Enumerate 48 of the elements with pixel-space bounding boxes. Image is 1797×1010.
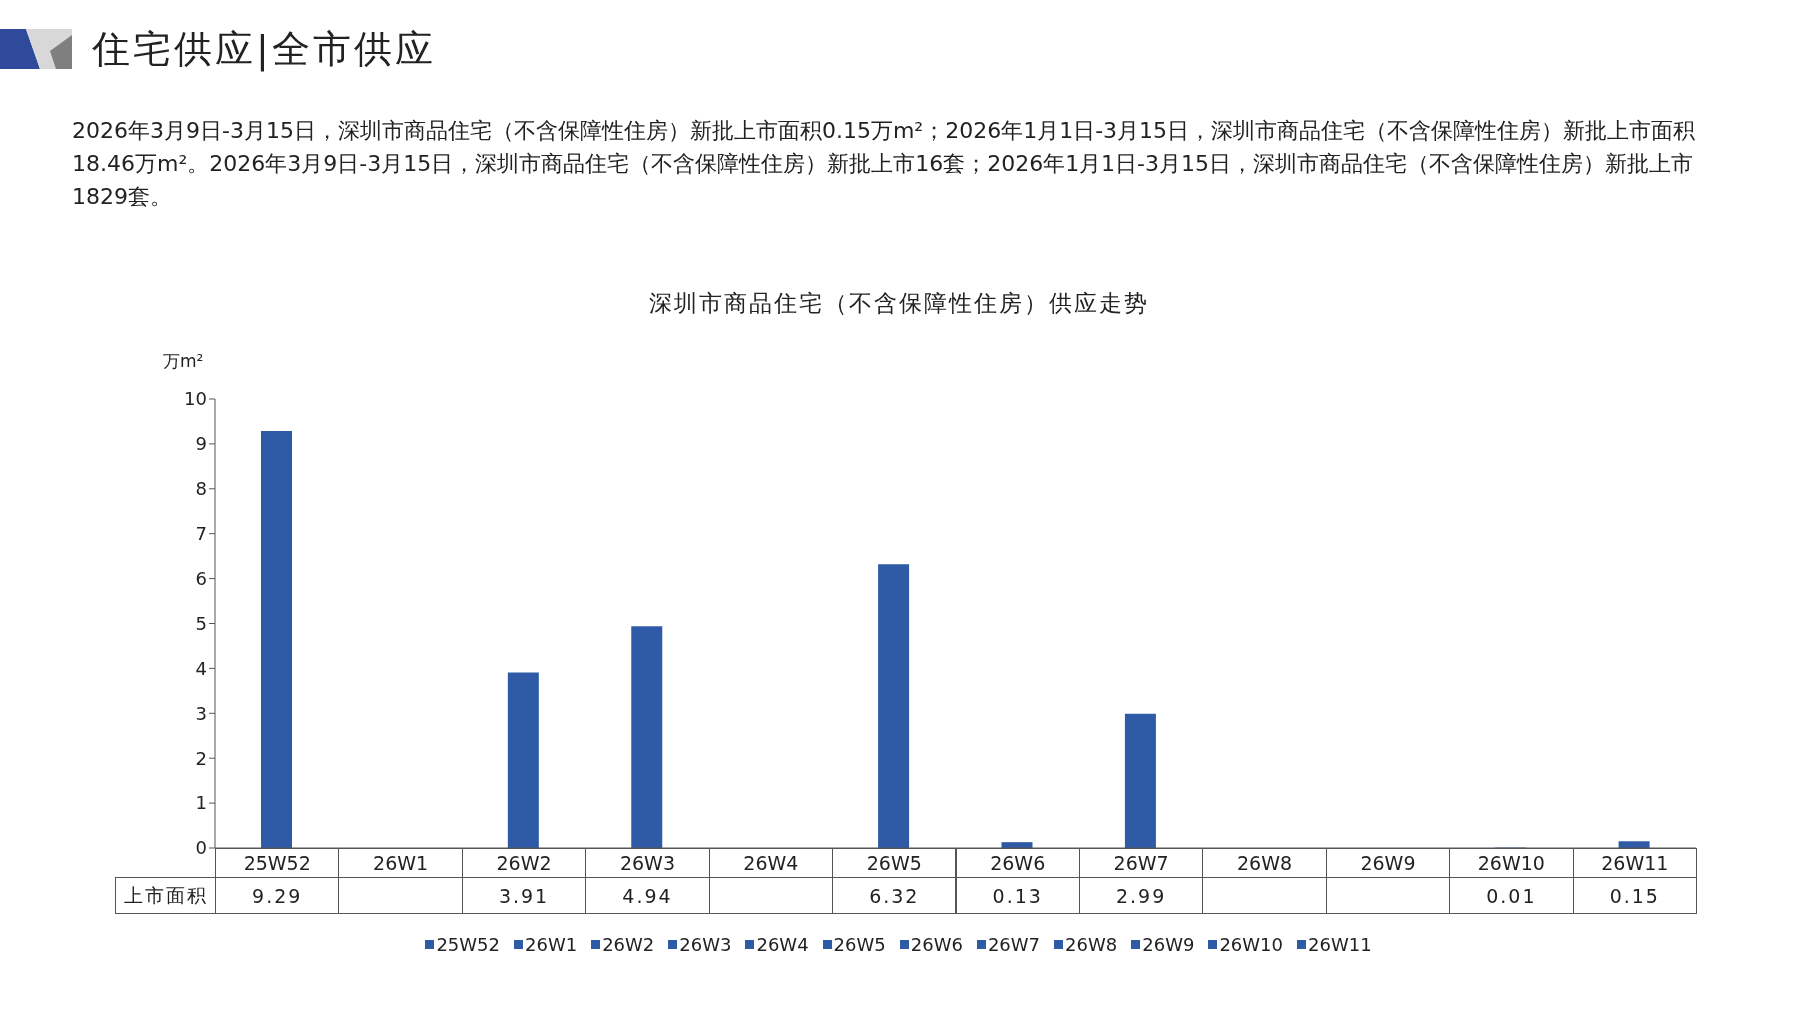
category-label: 26W5 [833, 934, 886, 955]
category-label: 26W4 [756, 934, 809, 955]
data-label: 0.01 [1449, 877, 1574, 914]
text: 2026年3月9日-3月15日，深圳市商品住宅（不含保障性住房）新批上市面积0.15万m²；2026年1月1日-3月15日，深圳市商品住宅（不含保障性住房）新批上市面积18.46万m²。2026年3月9日-3月15日，深圳市商品住宅（不含保障性住房）新批上市16套；2026年1月1日-3月15日，深圳市商品住宅（不含保障性住房）新批上市1829套。 [72, 117, 1697, 211]
data-label: 3.91 [461, 877, 587, 914]
x-tick-label: 26W9 [1325, 848, 1451, 878]
x-tick-label: 26W2 [461, 848, 587, 878]
y-tick-label: 6 [195, 567, 207, 589]
category-label: 26W7 [987, 934, 1041, 955]
category-label: 26W3 [679, 934, 732, 955]
y-tick-label: 1 [195, 792, 207, 814]
text: 住宅供应|全市供应 [92, 26, 436, 74]
y-tick-label: 3 [195, 702, 207, 724]
category-label: 26W2 [602, 934, 655, 955]
x-tick-label: 26W6 [955, 848, 1080, 878]
category-label: 26W8 [1065, 934, 1118, 955]
category-label: 26W6 [910, 934, 963, 955]
x-tick-label: 26W10 [1449, 848, 1574, 878]
text: 上市面积 [115, 877, 216, 914]
category-label: 25W52 [436, 934, 500, 955]
data-label: 0.15 [1572, 877, 1697, 914]
y-tick-label: 4 [195, 657, 207, 679]
y-tick-label: 10 [184, 388, 207, 410]
x-tick-label: 26W1 [338, 848, 463, 878]
data-label: 6.32 [832, 877, 957, 914]
y-tick-label: 0 [195, 837, 207, 859]
x-tick-label: 26W5 [832, 848, 957, 878]
x-tick-label: 26W8 [1202, 848, 1327, 878]
y-tick-label: 7 [195, 523, 207, 545]
y-axis-title: 万m² [163, 350, 204, 373]
y-tick-label: 8 [195, 478, 207, 500]
x-tick-label: 25W52 [215, 848, 340, 878]
category-label: 26W10 [1219, 934, 1283, 955]
category-label: 26W9 [1142, 934, 1195, 955]
category-label: 26W11 [1308, 934, 1372, 955]
data-label: 9.29 [215, 877, 340, 914]
y-tick-label: 9 [195, 433, 207, 455]
data-label: 0.13 [955, 877, 1080, 914]
x-tick-label: 26W3 [585, 848, 710, 878]
x-tick-label: 26W7 [1078, 848, 1204, 878]
y-tick-label: 2 [195, 747, 207, 769]
category-label: 26W1 [524, 934, 578, 955]
data-label: 2.99 [1078, 877, 1204, 914]
data-label: 4.94 [585, 877, 710, 914]
x-tick-label: 26W4 [708, 848, 834, 878]
y-tick-label: 5 [195, 612, 207, 634]
chart-title: 深圳市商品住宅（不含保障性住房）供应走势 [647, 289, 1150, 318]
x-tick-label: 26W11 [1572, 848, 1697, 878]
